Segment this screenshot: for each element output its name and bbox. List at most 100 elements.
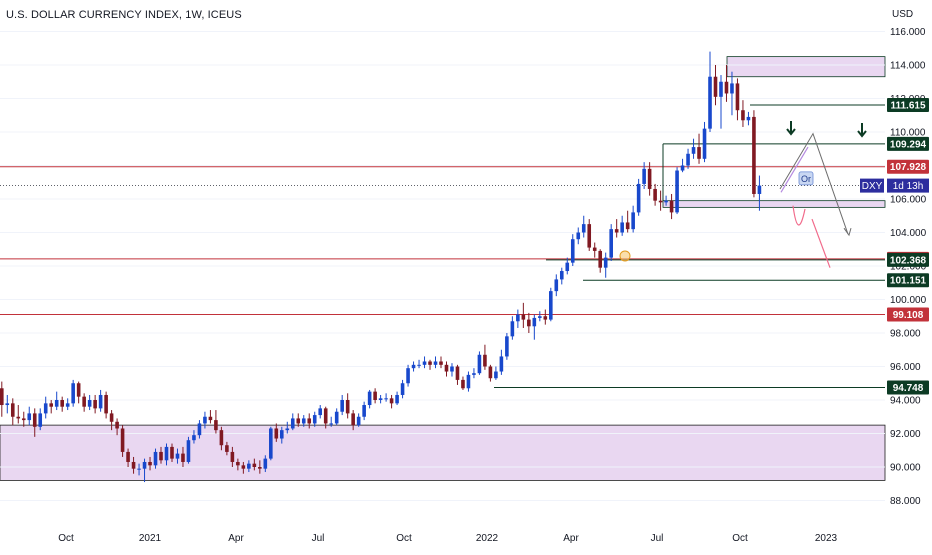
candle (477, 354, 482, 374)
price-labels-layer: 111.615109.294107.928102.429102.368101.1… (860, 97, 929, 395)
candle (724, 81, 729, 94)
candle (516, 314, 520, 322)
price-label-text: 99.108 (893, 310, 924, 321)
projection-layer: Or (619, 121, 867, 268)
candle (603, 257, 608, 268)
candle (241, 465, 246, 469)
candle (598, 250, 603, 268)
candle (455, 366, 460, 380)
supply-demand-zone (726, 56, 886, 78)
candle (614, 229, 619, 233)
candle (367, 391, 372, 406)
price-label-tag (887, 159, 929, 174)
candle (279, 430, 284, 439)
candle (269, 428, 273, 459)
x-tick-label: Jul (312, 533, 325, 544)
candle (263, 458, 268, 469)
candle (137, 468, 141, 470)
candle (411, 364, 416, 369)
x-tick-label: 2022 (476, 533, 499, 544)
candle (406, 368, 410, 384)
candle (153, 451, 158, 466)
y-tick-label: 116.000 (890, 27, 926, 38)
y-tick-label: 96.000 (890, 362, 921, 373)
candle (581, 224, 586, 233)
candle (483, 354, 487, 367)
candle (334, 411, 339, 424)
candle (719, 81, 723, 97)
price-label-text: 102.368 (890, 255, 927, 266)
candle (576, 232, 581, 240)
candle (186, 440, 191, 462)
candle (60, 400, 64, 407)
zones-layer (0, 56, 886, 481)
candle (422, 361, 427, 365)
candle (647, 168, 652, 189)
candle (301, 418, 306, 424)
candle (559, 271, 564, 280)
candle (76, 383, 81, 397)
price-label-tag (887, 380, 929, 395)
x-tick-label: Apr (228, 533, 244, 544)
candle (554, 279, 559, 292)
candle (450, 366, 454, 372)
candle (680, 165, 685, 171)
candle (373, 391, 377, 400)
candles-layer (0, 51, 762, 483)
candle (565, 262, 570, 272)
arrow-down-icon (857, 123, 867, 138)
candle (362, 405, 366, 417)
candle (236, 461, 240, 466)
y-tick-label: 106.000 (890, 195, 927, 206)
candle (730, 83, 734, 94)
candle (702, 128, 707, 159)
candle (675, 170, 679, 213)
y-tick-label: 104.000 (890, 228, 927, 239)
y-tick-label: 114.000 (890, 61, 926, 72)
candle (378, 398, 383, 400)
candle (120, 428, 125, 452)
candle (131, 461, 136, 469)
x-tick-label: Oct (396, 533, 412, 544)
candle (746, 116, 751, 121)
candle (538, 316, 542, 318)
y-tick-label: 98.000 (890, 329, 921, 340)
supply-demand-zone (0, 424, 886, 481)
candle (510, 321, 515, 337)
candle (219, 430, 224, 446)
candle (312, 415, 317, 424)
candle (175, 453, 180, 459)
annotation-box (798, 171, 814, 186)
price-label-text: 109.294 (890, 139, 927, 150)
candle (708, 76, 712, 129)
candle (98, 394, 103, 409)
countdown-tag (887, 178, 929, 193)
candle (307, 418, 312, 424)
candle (258, 467, 262, 469)
y-tick-label: 92.000 (890, 429, 921, 440)
candle (439, 361, 443, 365)
price-label-tag (887, 273, 929, 288)
candle (686, 153, 690, 166)
candle (697, 147, 701, 159)
countdown-text: 1d 13h (893, 181, 924, 192)
projection-wave (792, 205, 806, 226)
candle (642, 168, 646, 184)
candle (247, 463, 251, 469)
candle (252, 463, 257, 467)
supply-demand-zone (662, 200, 886, 208)
price-label-tag (887, 252, 929, 267)
candle (636, 183, 641, 213)
price-label-tag (887, 97, 929, 112)
x-tick-label: Apr (563, 533, 579, 544)
candle (274, 428, 279, 439)
y-tick-label: 102.000 (890, 262, 927, 273)
candle (192, 435, 196, 441)
candle (389, 398, 394, 404)
candle (488, 366, 493, 379)
price-label-text: 107.928 (890, 162, 927, 173)
candle (461, 379, 465, 389)
price-label-tag (887, 136, 929, 151)
candle (93, 400, 97, 409)
